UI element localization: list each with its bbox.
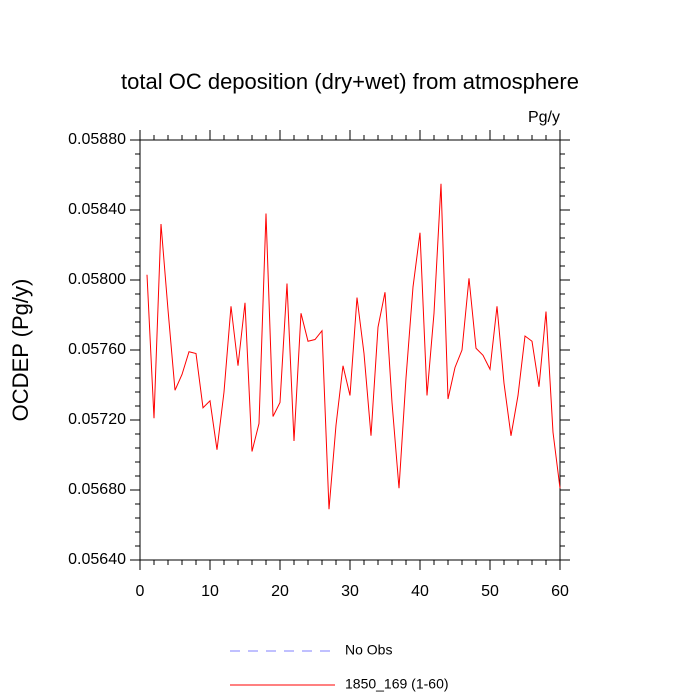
x-tick-label: 10 bbox=[201, 583, 219, 600]
y-tick-label: 0.05880 bbox=[68, 131, 126, 148]
y-tick-label: 0.05680 bbox=[68, 481, 126, 498]
legend-label: 1850_169 (1-60) bbox=[345, 676, 449, 692]
y-tick-label: 0.05760 bbox=[68, 341, 126, 358]
chart-title: total OC deposition (dry+wet) from atmos… bbox=[121, 69, 579, 94]
x-tick-label: 0 bbox=[136, 583, 145, 600]
units-label: Pg/y bbox=[528, 109, 560, 126]
x-tick-label: 20 bbox=[271, 583, 289, 600]
x-tick-label: 40 bbox=[411, 583, 429, 600]
y-tick-label: 0.05840 bbox=[68, 201, 126, 218]
legend-label: No Obs bbox=[345, 642, 392, 658]
y-tick-label: 0.05640 bbox=[68, 551, 126, 568]
plot-frame bbox=[139, 139, 561, 561]
y-tick-label: 0.05800 bbox=[68, 271, 126, 288]
x-tick-label: 50 bbox=[481, 583, 499, 600]
x-tick-label: 30 bbox=[341, 583, 359, 600]
data-line bbox=[146, 183, 561, 510]
y-axis-label: OCDEP (Pg/y) bbox=[8, 279, 33, 422]
y-tick-label: 0.05720 bbox=[68, 411, 126, 428]
x-tick-label: 60 bbox=[551, 583, 569, 600]
